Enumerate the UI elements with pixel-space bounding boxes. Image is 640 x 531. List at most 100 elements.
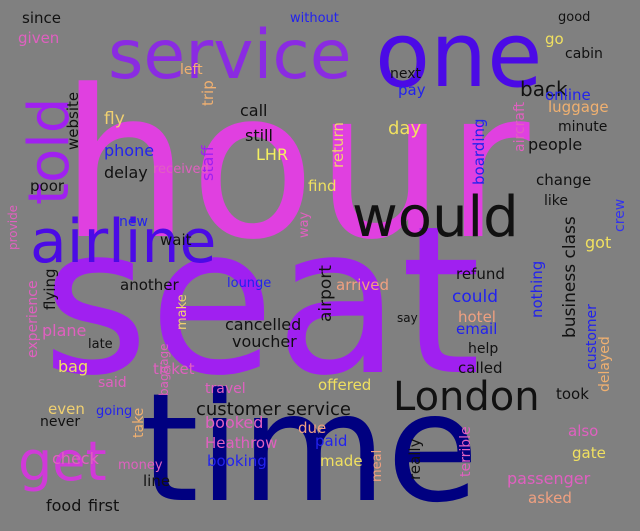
word-next: next [390, 66, 422, 82]
word-poor: poor [30, 177, 65, 195]
word-good: good [558, 10, 590, 25]
word-told: told [17, 98, 82, 205]
word-cabin: cabin [565, 46, 603, 62]
word-offered: offered [318, 376, 371, 394]
word-still: still [245, 126, 273, 145]
word-heathrow: Heathrow [205, 434, 277, 452]
word-lounge: lounge [227, 276, 271, 291]
word-lhr: LHR [256, 145, 288, 164]
word-staff: staff [198, 145, 217, 181]
word-business-class: business class [560, 216, 580, 338]
word-bag: bag [58, 357, 88, 376]
word-said: said [98, 375, 127, 391]
word-take: take [131, 408, 147, 438]
word-boarding: boarding [470, 118, 488, 185]
word-gate: gate [572, 444, 606, 462]
word-going: going [96, 404, 132, 419]
word-experience: experience [25, 280, 41, 358]
word-make: make [175, 294, 190, 330]
word-airport: airport [316, 265, 336, 322]
word-luggage: luggage [548, 98, 609, 116]
word-made: made [320, 452, 363, 470]
word-plane: plane [42, 321, 86, 340]
word-seat: seat [42, 183, 481, 421]
word-travel: travel [205, 381, 246, 397]
word-took: took [556, 385, 589, 403]
word-trip: trip [199, 80, 217, 106]
word-airline: airline [30, 207, 216, 277]
word-late: late [88, 337, 113, 352]
word-say: say [397, 311, 418, 325]
word-passenger: passenger [507, 469, 591, 488]
word-called: called [458, 359, 503, 377]
word-help: help [468, 341, 498, 357]
word-left: left [180, 62, 203, 78]
word-could: could [452, 287, 498, 307]
word-way: way [297, 211, 312, 238]
word-service: service [108, 16, 352, 95]
word-online: online [545, 86, 591, 104]
word-find: find [308, 177, 336, 195]
word-delay: delay [104, 163, 148, 182]
word-got: got [585, 233, 611, 252]
word-money: money [118, 458, 163, 473]
word-minute: minute [558, 119, 607, 135]
word-food: food [46, 496, 81, 515]
word-line: line [143, 472, 170, 490]
word-phone: phone [104, 141, 154, 160]
word-back: back [520, 77, 568, 101]
word-email: email [456, 320, 497, 338]
word-time: time [140, 362, 479, 531]
word-call: call [240, 101, 268, 120]
word-flying: flying [41, 268, 59, 310]
word-would: would [352, 185, 519, 250]
word-website: website [64, 92, 82, 150]
word-since: since [22, 9, 61, 27]
word-booked: booked [205, 413, 263, 432]
word-aircraft: aircraft [512, 101, 528, 152]
word-delayed: delayed [597, 336, 613, 392]
word-pay: pay [398, 81, 426, 99]
word-due: due [298, 419, 326, 437]
word-asked: asked [528, 489, 572, 507]
word-one: one [375, 3, 542, 108]
word-get: get [18, 430, 107, 493]
word-nothing: nothing [528, 261, 546, 318]
word-london: London [393, 374, 540, 420]
word-first: first [88, 496, 119, 515]
word-refund: refund [456, 265, 505, 283]
word-terrible: terrible [458, 426, 474, 477]
word-new: new [119, 214, 148, 230]
word-customer: customer [584, 304, 600, 370]
word-check: check [52, 449, 100, 468]
word-received: received [153, 162, 209, 177]
word-meal: meal [370, 450, 385, 482]
word-voucher: voucher [232, 332, 297, 351]
word-like: like [544, 193, 568, 209]
word-really: really [406, 438, 424, 480]
word-fly: fly [104, 109, 125, 129]
word-booking: booking [207, 452, 267, 470]
word-ticket: ticket [153, 360, 195, 378]
word-arrived: arrived [336, 276, 389, 294]
word-hour: hour [60, 47, 530, 285]
word-without: without [290, 11, 339, 26]
word-another: another [120, 276, 179, 294]
word-change: change [536, 171, 591, 189]
word-provide: provide [6, 205, 20, 250]
word-hotel: hotel [458, 308, 496, 326]
word-wait: wait [160, 231, 192, 249]
word-given: given [18, 29, 59, 47]
word-go: go [545, 30, 564, 48]
word-baggage: baggage [157, 343, 171, 396]
word-people: people [528, 135, 582, 154]
word-return: return [329, 122, 347, 168]
word-even: even [48, 400, 85, 418]
word-paid: paid [315, 432, 347, 450]
word-day: day [388, 118, 421, 139]
word-crew: crew [612, 199, 628, 232]
word-never: never [40, 414, 80, 430]
